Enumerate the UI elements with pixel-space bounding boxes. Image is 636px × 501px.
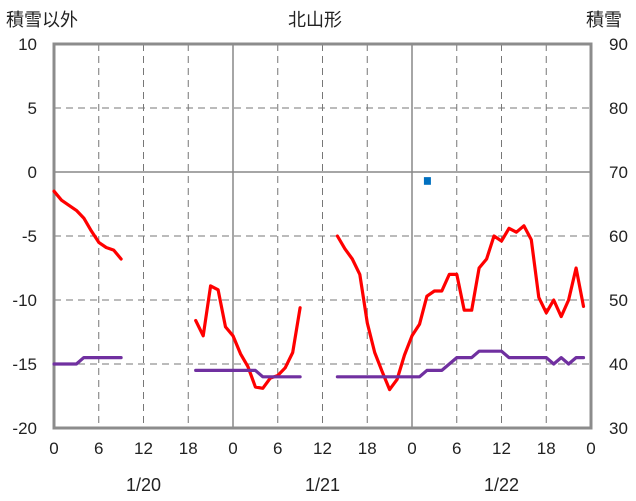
data-bar (423, 177, 431, 185)
x-tick-label: 0 (407, 439, 416, 458)
left-y-tick-label: 5 (28, 99, 37, 118)
right-y-tick-label: 30 (609, 419, 628, 438)
grid-lines (54, 44, 591, 428)
date-label: 1/20 (126, 475, 161, 495)
right-y-tick-label: 60 (609, 227, 628, 246)
right-y-tick-label: 90 (609, 35, 628, 54)
series-line-purple (52, 356, 123, 366)
x-tick-label: 0 (586, 439, 595, 458)
x-tick-label: 18 (537, 439, 556, 458)
left-y-tick-label: -10 (12, 291, 37, 310)
date-label: 1/21 (305, 475, 340, 495)
date-labels: 1/20 1/21 1/22 (126, 475, 519, 495)
right-axis-label: 積雪 (586, 10, 622, 30)
x-tick-label: 12 (492, 439, 511, 458)
left-axis-label: 積雪以外 (6, 10, 78, 30)
right-y-tick-label: 70 (609, 163, 628, 182)
right-y-tick-label: 50 (609, 291, 628, 310)
right-y-tick-label: 40 (609, 355, 628, 374)
left-y-tick-label: 10 (18, 35, 37, 54)
date-label: 1/22 (484, 475, 519, 495)
x-tick-label: 0 (49, 439, 58, 458)
chart-title: 北山形 (288, 10, 342, 30)
series-line-red (194, 284, 302, 390)
plot-frame (52, 42, 593, 430)
left-y-tick-label: -15 (12, 355, 37, 374)
series-line-red (52, 189, 123, 261)
x-tick-label: 18 (179, 439, 198, 458)
data-series (52, 177, 586, 392)
left-y-tick-label: 0 (28, 163, 37, 182)
left-y-tick-label: -5 (22, 227, 37, 246)
x-tick-label: 12 (134, 439, 153, 458)
x-tick-label: 6 (452, 439, 461, 458)
right-y-tick-label: 80 (609, 99, 628, 118)
series-line-purple (335, 349, 586, 379)
x-tick-label: 0 (228, 439, 237, 458)
x-tick-label: 6 (273, 439, 282, 458)
x-tick-label: 18 (358, 439, 377, 458)
plot-border (52, 42, 593, 430)
left-y-tick-label: -20 (12, 419, 37, 438)
series-line-red (335, 224, 586, 392)
x-tick-label: 6 (94, 439, 103, 458)
right-y-ticks: 90 80 70 60 50 40 30 (609, 35, 628, 438)
x-ticks: 0 6 12 18 0 6 12 18 0 6 12 18 0 (49, 439, 595, 458)
x-tick-label: 12 (313, 439, 332, 458)
series-line-purple (194, 368, 302, 379)
left-y-ticks: 10 5 0 -5 -10 -15 -20 (12, 35, 37, 438)
